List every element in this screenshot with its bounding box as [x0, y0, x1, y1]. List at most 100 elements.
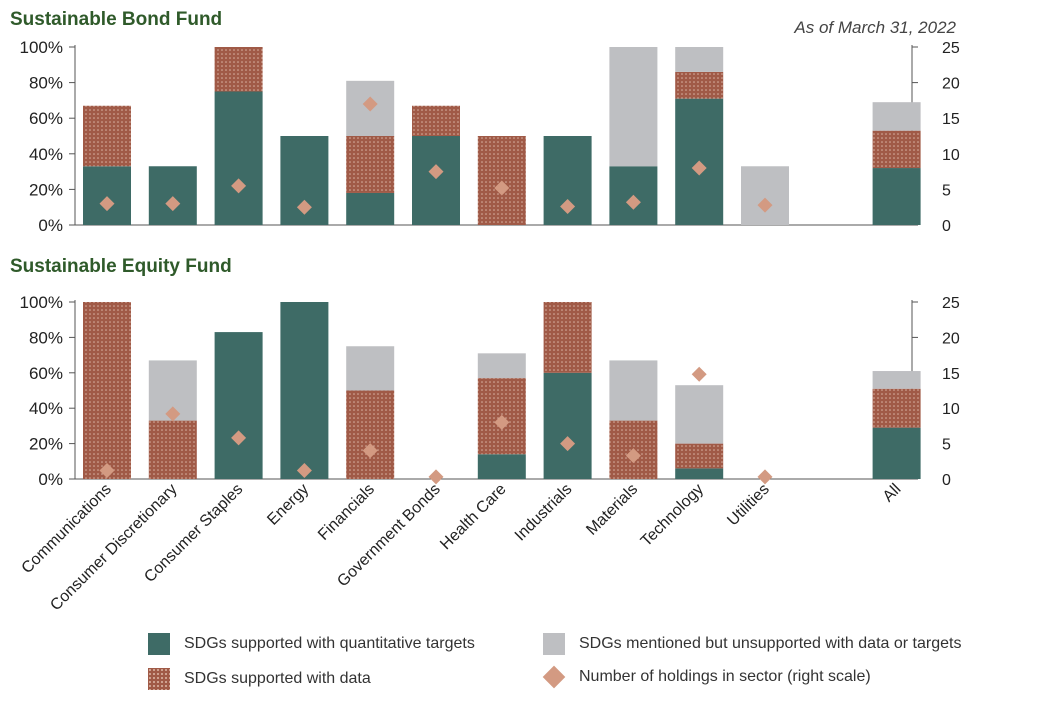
bar-quant-segment [675, 468, 724, 479]
bar-unsupported-segment [872, 102, 921, 131]
legend-quant: SDGs supported with quantitative targets [148, 633, 475, 655]
bar-data-segment [83, 302, 131, 479]
bar-data-segment [872, 388, 921, 428]
y-tick-label: 40% [29, 399, 63, 418]
holdings-diamond [99, 463, 115, 479]
x-tick-label: Financials [315, 481, 378, 544]
bar-quant-segment [543, 372, 592, 479]
y-tick-label: 20% [29, 435, 63, 454]
equity-fund-panel: Sustainable Equity Fund0%20%40%60%80%100… [10, 256, 960, 489]
y2-tick-label: 15 [942, 366, 960, 383]
holdings-diamond [362, 443, 378, 459]
x-tick-label: Health Care [437, 481, 509, 553]
bar-data-segment [83, 105, 131, 167]
y-tick-label: 80% [29, 328, 63, 347]
holdings-diamond [560, 198, 576, 214]
x-tick-label: Technology [638, 481, 707, 550]
legend-unsupported-swatch [543, 633, 565, 655]
bar-data-segment [346, 390, 395, 479]
bar-quant-segment [872, 168, 921, 225]
legend-quant-label: SDGs supported with quantitative targets [184, 635, 475, 652]
holdings-diamond [362, 96, 378, 112]
bar-data-segment [148, 420, 197, 479]
y-tick-label: 40% [29, 145, 63, 164]
bar-data-segment [346, 136, 395, 193]
bond-fund-panel: Sustainable Bond Fund 0% 20% 40% 60% 80% 100% 0… [10, 9, 960, 235]
y2-tick-label: 25 [942, 295, 960, 312]
panel-title: Sustainable Bond Fund [10, 9, 222, 30]
y-tick-label: 20% [29, 180, 63, 199]
holdings-diamond [165, 406, 181, 422]
holdings-diamond [231, 430, 247, 446]
bar-data-segment [412, 105, 460, 136]
holdings-diamond [691, 160, 707, 176]
legend-unsupported-label: SDGs mentioned but unsupported with data… [579, 635, 962, 652]
legend-data-label: SDGs supported with data [184, 670, 371, 687]
holdings-diamond [625, 194, 641, 210]
legend-holdings-diamond-icon [542, 665, 566, 689]
bar-quant-segment [214, 332, 263, 479]
bar-quant-segment [148, 166, 197, 225]
x-tick-label: All [880, 481, 905, 506]
y2-tick-label: 15 [942, 111, 960, 128]
bar-quant-segment [280, 302, 329, 479]
y-tick-label: 0% [38, 470, 63, 489]
y2-tick-label: 0 [942, 472, 951, 489]
legend-data: SDGs supported with data [148, 668, 371, 690]
holdings-diamond [625, 448, 641, 464]
bar-unsupported-segment [477, 353, 526, 379]
y-tick-label: 80% [29, 74, 63, 93]
holdings-diamond [428, 469, 444, 485]
legend-holdings-label: Number of holdings in sector (right scal… [579, 668, 871, 685]
y2-tick-label: 5 [942, 437, 951, 454]
x-tick-label: Utilities [724, 481, 772, 529]
bar-unsupported-segment [346, 346, 395, 391]
legend-data-swatch [148, 668, 170, 690]
x-tick-label: Energy [264, 481, 312, 529]
legend-unsupported: SDGs mentioned but unsupported with data… [543, 633, 961, 655]
y2-tick-label: 25 [942, 40, 960, 57]
holdings-diamond [296, 463, 312, 479]
bar-data-segment [675, 443, 724, 469]
y2-tick-label: 0 [942, 218, 951, 235]
holdings-diamond [494, 180, 510, 196]
y-tick-label: 100% [20, 293, 63, 312]
y-tick-label: 60% [29, 364, 63, 383]
bar-quant-segment [214, 91, 263, 225]
date-note: As of March 31, 2022 [793, 18, 956, 37]
holdings-diamond [494, 414, 510, 430]
y-tick-label: 0% [38, 216, 63, 235]
y-tick-label: 60% [29, 109, 63, 128]
bar-quant-segment [412, 136, 460, 225]
panel-title: Sustainable Equity Fund [10, 256, 232, 277]
bar-quant-segment [346, 192, 395, 225]
y2-tick-label: 10 [942, 147, 960, 164]
bar-data-segment [872, 130, 921, 169]
y2-tick-label: 20 [942, 330, 960, 347]
bar-unsupported-segment [609, 47, 658, 167]
legend-holdings: Number of holdings in sector (right scal… [542, 665, 871, 689]
legend-quant-swatch [148, 633, 170, 655]
holdings-diamond [757, 469, 773, 485]
holdings-diamond [296, 199, 312, 215]
bar-quant-segment [83, 166, 131, 225]
bar-quant-segment [477, 454, 526, 479]
x-tick-label: Industrials [512, 481, 576, 545]
bar-unsupported-segment [675, 47, 724, 72]
y2-tick-label: 10 [942, 401, 960, 418]
holdings-diamond [428, 164, 444, 180]
x-tick-label: Materials [583, 481, 641, 539]
bar-data-segment [214, 47, 263, 92]
holdings-diamond [165, 196, 181, 212]
bar-data-segment [675, 71, 724, 99]
bar-unsupported-segment [675, 385, 724, 444]
bar-unsupported-segment [741, 166, 789, 225]
y-tick-label: 100% [20, 38, 63, 57]
bar-unsupported-segment [609, 360, 658, 421]
holdings-diamond [99, 196, 115, 212]
y2-tick-label: 5 [942, 182, 951, 199]
bar-data-segment [543, 302, 592, 373]
holdings-diamond [231, 178, 247, 194]
